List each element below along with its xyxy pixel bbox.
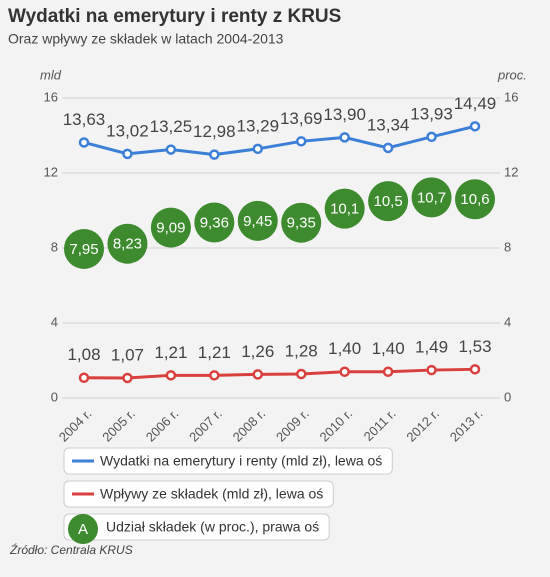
point [382, 366, 394, 377]
value-label: 1,26 [241, 342, 274, 361]
y-tick-label: 4 [51, 314, 58, 329]
value-label: 9,09 [156, 220, 185, 237]
bubble [237, 200, 278, 241]
legend-label: Wydatki na emerytury i renty (mld zł), l… [100, 453, 382, 469]
point [78, 137, 90, 148]
point [252, 369, 264, 380]
y-tick-label: 12 [44, 164, 58, 179]
point [469, 121, 481, 132]
y2-tick-label: 8 [504, 239, 511, 254]
y-tick-label: 8 [51, 239, 58, 254]
value-label: 1,21 [154, 343, 187, 362]
value-label: 9,45 [243, 213, 272, 230]
point [339, 366, 350, 377]
y2-tick-label: 4 [504, 314, 511, 329]
value-label: 1,21 [198, 343, 231, 362]
bubble [64, 228, 104, 269]
value-label: 10,7 [417, 189, 446, 206]
value-label: 1,53 [458, 337, 491, 356]
value-label: 1,40 [328, 339, 361, 358]
y2-axis-label: proc. [497, 67, 527, 82]
bubble [194, 202, 235, 243]
y2-tick-label: 12 [504, 164, 518, 179]
value-label: 13,29 [237, 116, 280, 135]
value-label: 10,6 [460, 191, 489, 208]
value-label: 13,25 [150, 117, 193, 136]
y-axis-label: mld [40, 67, 62, 82]
value-label: 13,93 [410, 104, 453, 123]
value-label: 9,35 [287, 215, 316, 232]
point [252, 143, 264, 155]
bubble [455, 179, 495, 220]
legend-marker [68, 514, 98, 544]
point [426, 364, 437, 376]
value-label: 1,40 [372, 339, 405, 358]
bubble [281, 202, 322, 243]
series-line [83, 124, 476, 157]
legend-box [63, 447, 393, 475]
y2-tick-label: 0 [504, 389, 511, 404]
value-label: 1,07 [111, 345, 144, 364]
point [165, 144, 177, 155]
value-label: 1,08 [67, 345, 100, 364]
bubble [107, 223, 148, 264]
bubble [368, 181, 409, 222]
legend-box [63, 513, 330, 541]
point [295, 368, 307, 380]
bubble [150, 207, 191, 248]
legend-label: Udział składek (w proc.), prawa oś [106, 519, 319, 535]
value-label: 13,34 [367, 115, 410, 134]
y-tick-label: 16 [44, 89, 58, 104]
value-label: 1,28 [285, 341, 318, 360]
value-label: 10,1 [330, 201, 359, 218]
bubble [411, 177, 452, 218]
point [122, 148, 133, 160]
point [209, 149, 220, 160]
point [469, 364, 481, 375]
point [339, 132, 350, 143]
chart-title: Wydatki na emerytury i renty z KRUS [8, 6, 341, 27]
value-label: 12,98 [193, 122, 236, 141]
value-label: 13,02 [106, 121, 149, 140]
value-label: 13,63 [63, 110, 106, 129]
y2-tick-label: 16 [504, 89, 518, 104]
value-label: 13,69 [280, 109, 323, 128]
point [426, 131, 437, 143]
value-label: 7,95 [69, 241, 98, 258]
legend-box [63, 480, 334, 508]
legend-label: Wpływy ze składek (mld zł), lewa oś [100, 486, 323, 502]
point [209, 370, 220, 381]
point [165, 370, 177, 381]
value-label: 13,90 [323, 105, 366, 124]
value-label: 8,23 [113, 236, 142, 253]
source: Źródło: Centrala KRUS [9, 542, 133, 557]
point [382, 142, 394, 154]
legend-marker-label: A [78, 521, 88, 538]
value-label: 1,49 [415, 338, 448, 357]
series-line [83, 367, 476, 380]
point [122, 372, 133, 384]
point [78, 372, 90, 383]
bubble [324, 188, 365, 229]
value-label: 14,49 [454, 94, 497, 113]
chart-subtitle: Oraz wpływy ze składek w latach 2004-201… [8, 31, 284, 47]
y-tick-label: 0 [51, 389, 58, 404]
point [295, 136, 307, 147]
value-label: 10,5 [374, 193, 403, 210]
value-label: 9,36 [200, 214, 229, 231]
